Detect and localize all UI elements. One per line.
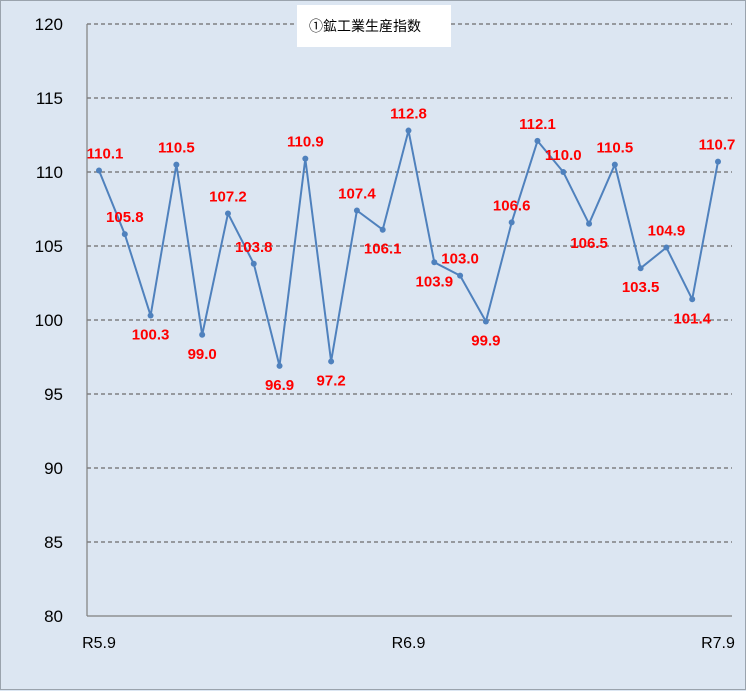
data-label: 106.6 <box>493 197 531 214</box>
data-point <box>508 219 515 226</box>
data-label: 101.4 <box>673 310 711 327</box>
data-label: 104.9 <box>648 222 686 239</box>
data-point <box>405 127 412 134</box>
y-tick-label: 80 <box>44 607 63 626</box>
series-line <box>98 130 719 367</box>
data-label: 106.5 <box>570 235 608 252</box>
y-tick-label: 90 <box>44 459 63 478</box>
data-label: 110.9 <box>287 134 324 151</box>
data-label: 99.0 <box>188 346 217 363</box>
data-label: 110.0 <box>545 147 582 164</box>
data-label: 105.8 <box>106 209 144 226</box>
x-tick-label: R5.9 <box>82 635 116 652</box>
data-point <box>147 312 154 319</box>
data-point <box>121 231 128 238</box>
data-point <box>534 137 541 144</box>
data-point <box>715 158 721 165</box>
data-label: 107.4 <box>338 185 376 202</box>
data-point <box>482 318 489 325</box>
x-tick-label: R6.9 <box>392 635 426 652</box>
data-label: 107.2 <box>209 188 247 205</box>
data-label: 97.2 <box>317 372 346 389</box>
y-tick-label: 110 <box>36 163 63 182</box>
y-tick-label: 85 <box>44 533 63 552</box>
data-point <box>224 210 231 217</box>
chart-title-box: ①鉱工業生産指数 <box>297 5 451 47</box>
data-point <box>663 244 670 251</box>
data-point <box>276 362 283 369</box>
data-point <box>689 296 696 303</box>
y-tick-label: 100 <box>35 311 63 330</box>
data-label: 100.3 <box>132 327 170 344</box>
data-label: 96.9 <box>265 377 294 394</box>
data-point <box>457 272 464 279</box>
data-point <box>637 265 644 272</box>
data-point <box>302 155 309 162</box>
data-label: 110.5 <box>158 140 195 157</box>
data-label: 112.8 <box>390 106 427 123</box>
data-label: 110.1 <box>87 146 124 163</box>
chart-title: ①鉱工業生産指数 <box>309 18 421 34</box>
data-label: 103.9 <box>416 273 454 290</box>
data-label: 110.5 <box>596 140 633 157</box>
y-tick-label: 115 <box>36 89 63 108</box>
y-tick-label: 105 <box>35 237 63 256</box>
data-point <box>353 207 360 214</box>
data-label: 99.9 <box>471 332 500 349</box>
data-point <box>96 167 102 174</box>
data-point <box>199 331 206 338</box>
data-point <box>250 260 257 267</box>
data-point <box>173 161 180 168</box>
data-label: 110.7 <box>699 137 736 154</box>
data-label: 103.8 <box>235 239 273 256</box>
data-point <box>379 226 386 233</box>
data-point <box>328 358 335 365</box>
data-label: 103.5 <box>622 279 660 296</box>
data-point <box>431 259 438 266</box>
x-tick-label: R7.9 <box>701 635 735 652</box>
data-point <box>560 169 567 175</box>
data-point <box>611 161 618 168</box>
y-tick-label: 95 <box>44 385 63 404</box>
y-tick-label: 120 <box>35 15 63 34</box>
data-label: 112.1 <box>519 116 556 133</box>
data-label: 106.1 <box>364 241 402 258</box>
data-point <box>586 220 593 227</box>
data-label: 103.0 <box>441 251 479 268</box>
